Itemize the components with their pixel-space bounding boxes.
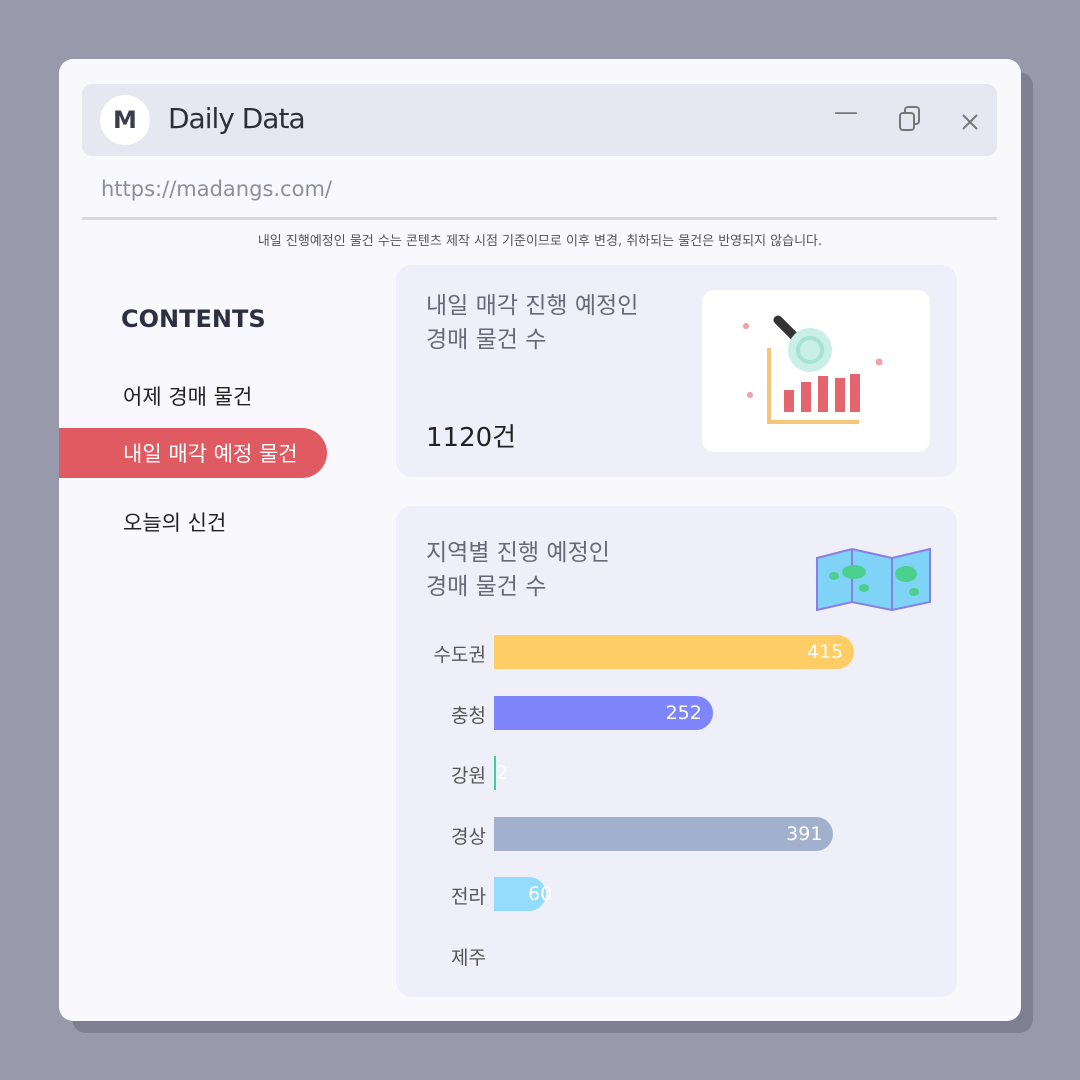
close-icon[interactable] [960, 110, 980, 138]
card-title: 지역별 진행 예정인 경매 물건 수 [426, 540, 610, 600]
title-bar: M Daily Data — [82, 84, 997, 156]
category-label: 전라 [451, 886, 486, 908]
bar-row: 강원 2 [396, 756, 957, 790]
category-label: 경상 [451, 825, 486, 848]
sidebar-item-tomorrow[interactable]: 내일 매각 예정 물건 [59, 428, 327, 478]
category-label: 수도권 [433, 644, 486, 666]
value-label: 2 [496, 762, 509, 784]
auction-count: 1120건 [426, 423, 517, 453]
sidebar-item-yesterday[interactable]: 어제 경매 물건 [123, 385, 253, 409]
bar [494, 877, 547, 911]
card-title: 내일 매각 진행 예정인 경매 물건 수 [426, 293, 639, 353]
bar-chart-magnifier-icon [702, 290, 930, 452]
regional-count-card: 지역별 진행 예정인 경매 물건 수 수도권 415 충청 252 강원 2 경상 391 전라… [396, 506, 957, 997]
value-label: 391 [786, 822, 823, 845]
bar [494, 695, 713, 730]
bar-row: 수도권 415 [396, 635, 957, 669]
logo: M [100, 95, 150, 145]
bar-row: 제주 [396, 938, 957, 972]
sidebar-heading: CONTENTS [121, 305, 266, 333]
url-field[interactable]: https://madangs.com/ [101, 177, 332, 201]
sidebar-item-today-new[interactable]: 오늘의 신건 [123, 511, 227, 535]
value-label: 415 [807, 641, 844, 663]
category-label: 강원 [451, 765, 486, 787]
tomorrow-count-card: 내일 매각 진행 예정인 경매 물건 수 1120건 [396, 265, 957, 477]
bar [494, 816, 834, 851]
divider [82, 217, 997, 220]
bar [494, 756, 496, 790]
bar [494, 635, 854, 669]
minimize-icon[interactable]: — [834, 98, 858, 126]
bar-row: 충청 252 [396, 695, 957, 730]
app-window: M Daily Data — https://madangs.com/ 내일 진… [59, 59, 1021, 1021]
category-label: 제주 [451, 946, 486, 969]
value-label: 60 [528, 883, 553, 905]
restore-icon[interactable] [898, 106, 922, 138]
notice-text: 내일 진행예정인 물건 수는 콘텐츠 제작 시점 기준이므로 이후 변경, 취하… [257, 234, 823, 249]
window-title: Daily Data [168, 102, 306, 135]
map-icon [816, 547, 931, 612]
category-label: 충청 [451, 704, 486, 727]
bar-row: 전라 60 [396, 877, 957, 911]
value-label: 252 [665, 701, 702, 724]
bar-row: 경상 391 [396, 816, 957, 851]
